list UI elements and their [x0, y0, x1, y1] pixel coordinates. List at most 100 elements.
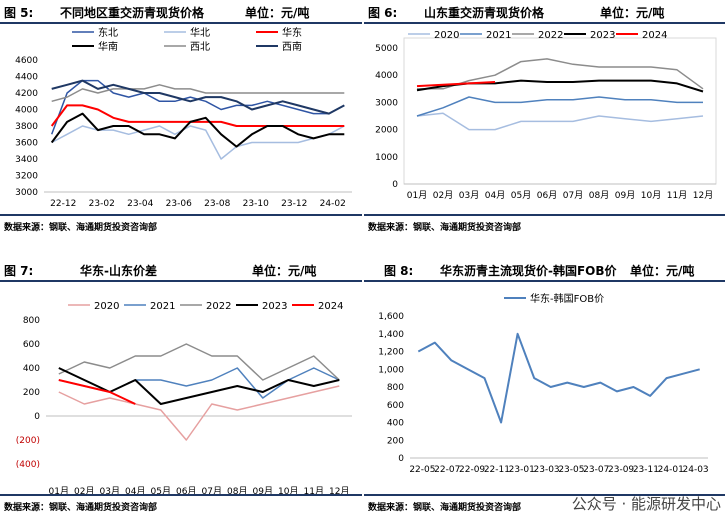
legend-label-华南: 华南	[98, 40, 118, 53]
unit-label: 单位：元/吨	[600, 6, 665, 20]
x-tick-label: 24-03	[683, 465, 709, 475]
x-tick-label: 06月	[537, 190, 557, 201]
y-tick-label: 600	[23, 340, 40, 350]
legend-label-2020: 2020	[434, 30, 459, 41]
series-line-华北	[51, 125, 345, 160]
y-tick-label: 800	[23, 316, 40, 326]
chart-east-shandong-spread: (400) (200) 0 200 400 600 800 01月 02月 03月 04月 05月 06…	[16, 301, 352, 494]
y-tick-label: 3000	[15, 188, 38, 198]
unit-label: 单位：元/吨	[252, 264, 317, 278]
panel-fig8: 图 8: 华东沥青主流现货价-韩国FOB价 单位：元/吨 0 200 400 600 8…	[364, 258, 725, 516]
y-tick-label: 200	[23, 388, 40, 398]
y-tick-label: (200)	[16, 436, 40, 446]
source-text: 数据来源：钢联、海通期货投资咨询部	[368, 503, 522, 513]
x-tick-label: 03月	[459, 190, 479, 201]
panel-source: 数据来源：钢联、海通期货投资咨询部	[0, 494, 362, 514]
x-tick-label: 09月	[615, 190, 635, 201]
y-tick-label: 4400	[15, 73, 38, 83]
y-tick-label: 0	[398, 454, 404, 464]
series-line-2021	[416, 96, 703, 117]
figure-number: 图 6:	[368, 6, 398, 20]
x-tick-label: 22-09	[459, 465, 485, 475]
series-line-2020	[416, 112, 704, 131]
y-tick-label: 0	[392, 180, 398, 190]
x-tick-label: 01月	[49, 486, 69, 494]
panel-fig6: 图 6: 山东重交沥青现货价格 单位：元/吨 0 1000 2000 3000 4000…	[364, 0, 725, 234]
figure-number: 图 8:	[384, 264, 414, 278]
legend-label-华北: 华北	[190, 26, 210, 39]
y-tick-label: 4000	[375, 71, 398, 81]
x-tick-label: 22-12	[50, 199, 76, 209]
x-tick-label: 04月	[125, 486, 145, 494]
legend-label-2023: 2023	[590, 30, 615, 41]
x-tick-label: 23-02	[89, 199, 115, 209]
x-tick-label: 03月	[100, 486, 120, 494]
legend-label-2024: 2024	[318, 301, 343, 312]
legend-label-东北: 东北	[98, 26, 118, 39]
y-tick-label: 400	[387, 419, 404, 429]
y-tick-label: 5000	[375, 44, 398, 54]
x-tick-label: 23-03	[534, 465, 560, 475]
series-line-西南	[51, 79, 345, 115]
unit-label: 单位：元/吨	[630, 264, 695, 278]
x-tick-label: 23-12	[281, 199, 307, 209]
y-tick-label: 4000	[15, 106, 38, 116]
series-line-华南	[50, 112, 345, 148]
chart-east-vs-korea-fob: 02004006008001,0001,2001,4001,60022-0522…	[378, 292, 709, 475]
x-tick-label: 02月	[433, 190, 453, 201]
x-tick-label: 23-07	[583, 465, 609, 475]
legend-label-2020: 2020	[94, 301, 119, 312]
x-tick-label: 07月	[563, 190, 583, 201]
x-tick-label: 24-02	[320, 199, 346, 209]
series-line-2023	[58, 367, 340, 405]
x-tick-label: 06月	[176, 486, 196, 494]
y-tick-label: 3400	[15, 155, 38, 165]
figure-number: 图 7:	[4, 264, 34, 278]
legend-label-2024: 2024	[642, 30, 667, 41]
series-line-2024	[58, 379, 136, 405]
y-tick-label: 3000	[375, 98, 398, 108]
x-tick-label: 10月	[641, 190, 661, 201]
y-tick-label: 1,400	[378, 330, 404, 340]
x-tick-label: 23-05	[558, 465, 584, 475]
x-tick-label: 11月	[667, 190, 687, 201]
x-tick-label: 08月	[227, 486, 247, 494]
panel-fig7: 图 7: 华东-山东价差 单位：元/吨 (400) (200) 0 200 400 600…	[0, 258, 362, 516]
source-text: 数据来源：钢联、海通期货投资咨询部	[4, 503, 158, 513]
y-tick-label: 1,200	[378, 348, 404, 358]
x-tick-label: 05月	[511, 190, 531, 201]
legend-label-2022: 2022	[206, 301, 231, 312]
y-tick-label: 4600	[15, 56, 38, 66]
y-tick-label: (400)	[16, 460, 40, 470]
x-tick-label: 23-04	[127, 199, 153, 209]
legend-label-2023: 2023	[262, 301, 287, 312]
x-tick-label: 24-01	[658, 465, 684, 475]
y-tick-label: 1,600	[378, 312, 404, 322]
y-tick-label: 800	[387, 383, 404, 393]
x-tick-label: 05月	[151, 486, 171, 494]
x-tick-label: 23-11	[633, 465, 659, 475]
panel-title-bar: 图 8: 华东沥青主流现货价-韩国FOB价 单位：元/吨	[364, 258, 725, 282]
source-text: 数据来源：钢联、海通期货投资咨询部	[4, 223, 158, 233]
panel-title-bar: 图 6: 山东重交沥青现货价格 单位：元/吨	[364, 0, 725, 24]
y-tick-label: 200	[387, 436, 404, 446]
series-line-2020	[58, 385, 340, 441]
y-tick-label: 1000	[375, 153, 398, 163]
legend-label-2021: 2021	[486, 30, 511, 41]
x-tick-label: 08月	[589, 190, 609, 201]
panel-source: 数据来源：钢联、海通期货投资咨询部	[364, 214, 725, 234]
y-tick-label: 3600	[15, 139, 38, 149]
x-tick-label: 23-06	[166, 199, 192, 209]
y-tick-label: 600	[387, 401, 404, 411]
x-tick-label: 12月	[329, 486, 349, 494]
x-tick-label: 12月	[693, 190, 713, 201]
series-line-2023	[416, 79, 704, 93]
series-line-华东-韩国FOB价	[417, 332, 700, 424]
x-tick-label: 10月	[278, 486, 298, 494]
panel-title-bar: 图 5: 不同地区重交沥青现货价格 单位：元/吨	[0, 0, 362, 24]
y-tick-label: 2000	[375, 126, 398, 136]
legend-label-西南: 西南	[282, 40, 302, 53]
series-line-2022	[58, 343, 340, 381]
x-tick-label: 23-10	[243, 199, 269, 209]
y-tick-label: 3800	[15, 122, 38, 132]
